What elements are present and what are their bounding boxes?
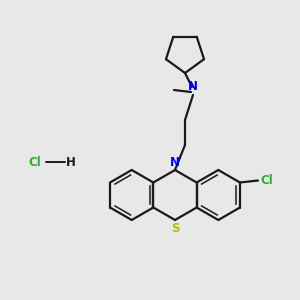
Text: H: H	[66, 155, 76, 169]
Text: Cl: Cl	[28, 155, 41, 169]
Text: Cl: Cl	[260, 174, 273, 187]
Text: N: N	[188, 80, 198, 94]
Text: S: S	[171, 221, 179, 235]
Text: N: N	[170, 155, 180, 169]
